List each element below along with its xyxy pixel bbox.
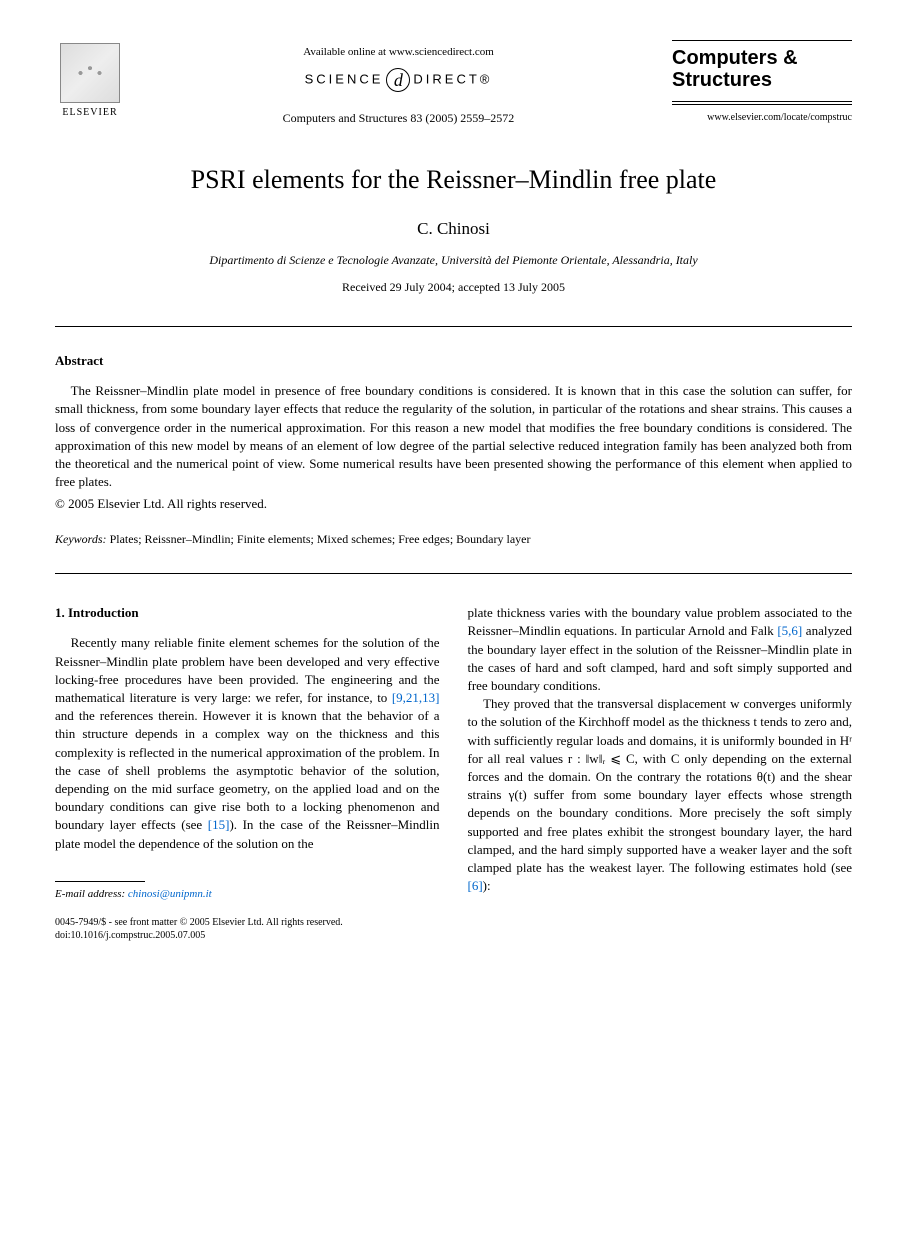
header-center: Available online at www.sciencedirect.co… bbox=[125, 40, 672, 127]
sd-left: SCIENCE bbox=[305, 72, 384, 87]
available-online-text: Available online at www.sciencedirect.co… bbox=[125, 45, 672, 60]
author-name: C. Chinosi bbox=[55, 217, 852, 241]
section-1-heading: 1. Introduction bbox=[55, 604, 440, 622]
citation-link[interactable]: [5,6] bbox=[777, 623, 802, 638]
footer-front-matter: 0045-7949/$ - see front matter © 2005 El… bbox=[55, 916, 852, 929]
intro-paragraph-1: Recently many reliable finite element sc… bbox=[55, 634, 440, 852]
keywords-line: Keywords: Plates; Reissner–Mindlin; Fini… bbox=[55, 531, 852, 548]
copyright-text: © 2005 Elsevier Ltd. All rights reserved… bbox=[55, 495, 852, 513]
text-fragment: ): bbox=[483, 878, 491, 893]
intro-paragraph-2: They proved that the transversal displac… bbox=[468, 695, 853, 895]
publisher-name: ELSEVIER bbox=[62, 106, 117, 120]
abstract-body: The Reissner–Mindlin plate model in pres… bbox=[55, 382, 852, 491]
footnote-rule bbox=[55, 881, 145, 882]
journal-url: www.elsevier.com/locate/compstruc bbox=[672, 111, 852, 125]
page-header: ELSEVIER Available online at www.science… bbox=[55, 40, 852, 127]
sd-d-icon: d bbox=[386, 68, 410, 92]
footer-doi: doi:10.1016/j.compstruc.2005.07.005 bbox=[55, 929, 852, 942]
page-footer: 0045-7949/$ - see front matter © 2005 El… bbox=[55, 916, 852, 942]
journal-rule bbox=[672, 104, 852, 105]
sd-right: DIRECT® bbox=[413, 72, 492, 87]
citation-link[interactable]: [15] bbox=[208, 817, 230, 832]
left-column: 1. Introduction Recently many reliable f… bbox=[55, 604, 440, 902]
abstract-heading: Abstract bbox=[55, 352, 852, 370]
elsevier-logo: ELSEVIER bbox=[55, 40, 125, 120]
science-direct-logo: SCIENCEdDIRECT® bbox=[125, 68, 672, 92]
text-fragment: and the references therein. However it i… bbox=[55, 708, 440, 832]
intro-paragraph-1-cont: plate thickness varies with the boundary… bbox=[468, 604, 853, 695]
journal-box: Computers & Structures www.elsevier.com/… bbox=[672, 40, 852, 125]
elsevier-tree-icon bbox=[60, 43, 120, 103]
citation-link[interactable]: [9,21,13] bbox=[392, 690, 440, 705]
right-column: plate thickness varies with the boundary… bbox=[468, 604, 853, 902]
body-columns: 1. Introduction Recently many reliable f… bbox=[55, 604, 852, 902]
author-affiliation: Dipartimento di Scienze e Tecnologie Ava… bbox=[55, 252, 852, 269]
email-address[interactable]: chinosi@unipmn.it bbox=[128, 888, 212, 900]
journal-reference: Computers and Structures 83 (2005) 2559–… bbox=[125, 110, 672, 127]
email-footnote: E-mail address: chinosi@unipmn.it bbox=[55, 887, 440, 902]
email-label: E-mail address: bbox=[55, 888, 125, 900]
keywords-label: Keywords: bbox=[55, 532, 107, 546]
article-title: PSRI elements for the Reissner–Mindlin f… bbox=[55, 162, 852, 198]
rule-top bbox=[55, 326, 852, 327]
journal-title: Computers & Structures bbox=[672, 40, 852, 102]
citation-link[interactable]: [6] bbox=[468, 878, 483, 893]
keywords-values: Plates; Reissner–Mindlin; Finite element… bbox=[107, 532, 531, 546]
article-dates: Received 29 July 2004; accepted 13 July … bbox=[55, 279, 852, 296]
rule-bottom bbox=[55, 573, 852, 574]
text-fragment: They proved that the transversal displac… bbox=[468, 696, 853, 875]
text-fragment: Recently many reliable finite element sc… bbox=[55, 635, 440, 705]
